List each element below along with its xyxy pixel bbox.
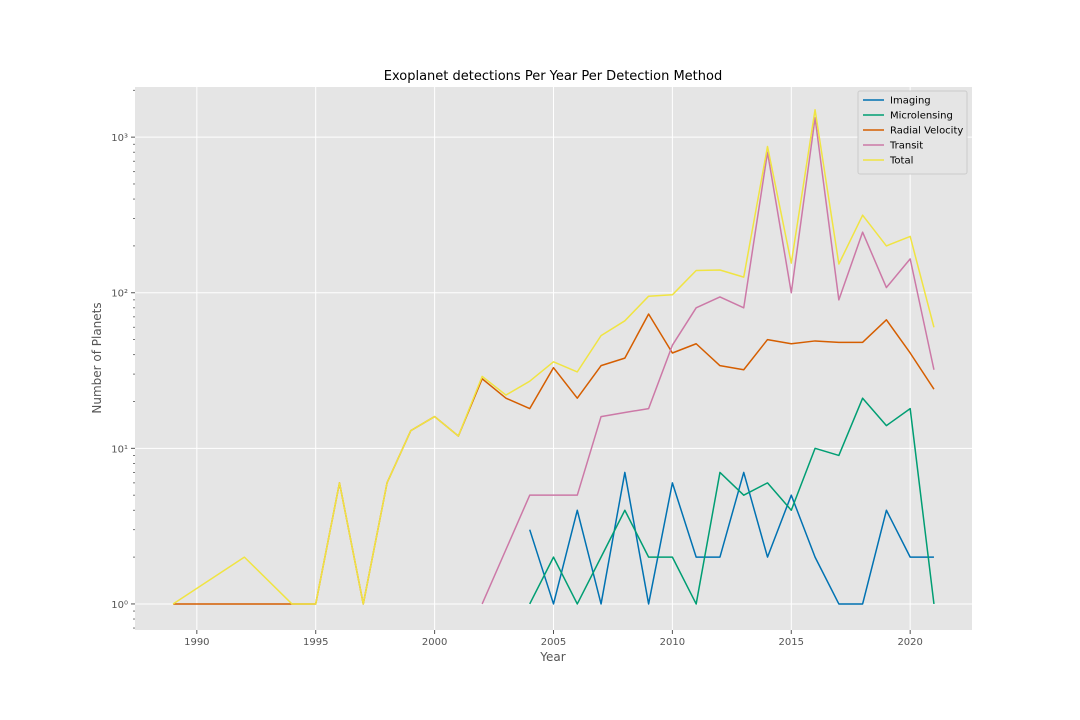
legend-label-microlensing: Microlensing <box>890 111 953 122</box>
x-axis-label: Year <box>539 650 565 664</box>
legend-label-radial-velocity: Radial Velocity <box>890 126 963 137</box>
x-tick-label: 2010 <box>660 637 685 648</box>
x-tick-label: 2015 <box>779 637 804 648</box>
legend-label-imaging: Imaging <box>890 96 931 107</box>
x-tick-label: 2005 <box>541 637 566 648</box>
y-tick-label: 10⁰ <box>111 600 128 611</box>
x-tick-label: 1995 <box>303 637 328 648</box>
series-line-microlensing <box>529 397 935 605</box>
y-tick-label: 10¹ <box>111 444 128 455</box>
y-tick-label: 10² <box>111 289 128 300</box>
legend-label-total: Total <box>889 156 913 167</box>
x-tick-label: 2000 <box>422 637 447 648</box>
legend-label-transit: Transit <box>889 141 923 152</box>
legend-box <box>857 90 968 175</box>
y-axis-label: Number of Planets <box>90 302 104 413</box>
chart-title: Exoplanet detections Per Year Per Detect… <box>384 69 722 84</box>
y-tick-label: 10³ <box>111 133 128 144</box>
series-line-total <box>172 108 935 605</box>
x-tick-label: 2020 <box>897 637 922 648</box>
series-line-transit <box>481 117 935 605</box>
x-tick-label: 1990 <box>184 637 209 648</box>
legend: Imaging Microlensing Radial Velocity Transi… <box>857 90 968 175</box>
series-lines <box>172 108 935 605</box>
axis-ticks: 1990 1995 2000 2005 2010 2015 2020 10⁰ 10¹ 10² 10³ <box>111 89 923 648</box>
series-line-imaging <box>529 471 934 605</box>
